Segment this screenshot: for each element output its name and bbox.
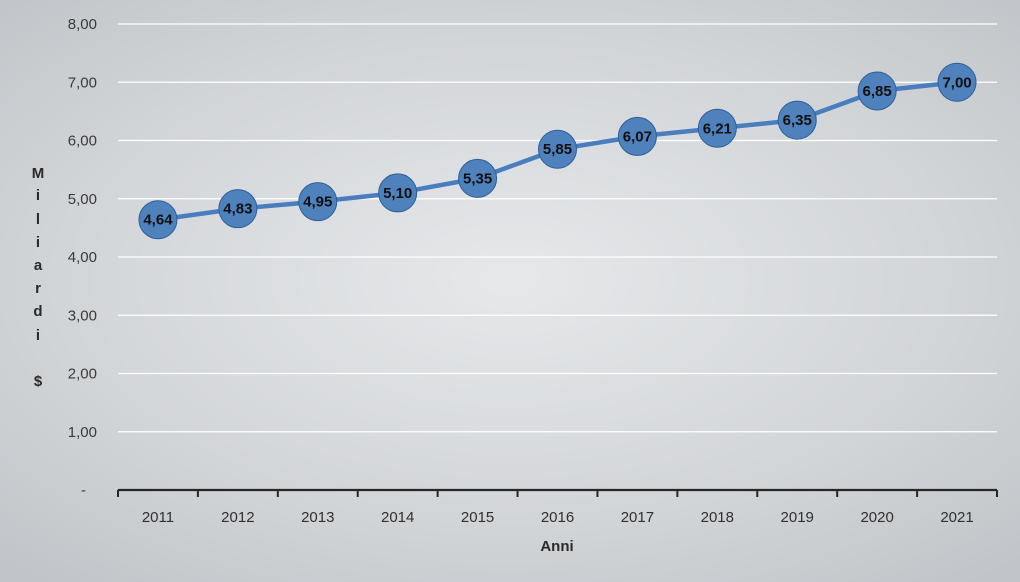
y-axis-title-char: r: [35, 280, 41, 297]
y-axis-title-char: d: [33, 303, 42, 320]
data-point: [538, 129, 577, 169]
x-tick-label: 2016: [541, 509, 574, 526]
data-labels: 4,64 4,83 4,95 5,10 5,35 5,85 6,07 6,21 6,35 6,85…: [143, 74, 971, 228]
y-axis-title-char: $: [34, 373, 43, 390]
x-tick-label: 2020: [860, 509, 893, 526]
y-axis-title-char: l: [36, 211, 40, 228]
x-tick-label: 2014: [381, 509, 414, 526]
y-tick-label: 3,00: [68, 307, 97, 324]
y-axis-title-char: i: [36, 327, 40, 344]
data-point: [857, 71, 897, 111]
x-tick-label: 2018: [701, 509, 734, 526]
data-label: 5,85: [543, 141, 572, 158]
data-point: [937, 62, 977, 102]
data-point: [458, 158, 498, 198]
x-tick-label: 2013: [301, 509, 334, 526]
x-tick-label: 2021: [940, 509, 973, 526]
data-label: 4,64: [143, 212, 173, 229]
y-tick-label: 7,00: [68, 74, 97, 91]
y-axis-title-char: i: [36, 187, 40, 204]
y-axis-ticks: - 1,00 2,00 3,00 4,00 5,00 6,00 7,00 8,00: [68, 16, 97, 499]
x-tick-label: 2017: [621, 509, 654, 526]
x-tick-label: 2011: [142, 509, 174, 526]
x-tick-label: 2012: [221, 509, 254, 526]
y-axis-title-char: M: [32, 165, 45, 182]
data-label: 6,21: [703, 120, 732, 137]
data-label: 7,00: [942, 74, 971, 91]
data-point: [138, 200, 178, 240]
y-axis-title-char: i: [36, 234, 40, 251]
data-label: 4,83: [223, 201, 252, 218]
data-point: [298, 182, 338, 222]
data-point: [777, 100, 817, 140]
x-tick-label: 2015: [461, 509, 494, 526]
y-tick-label: 1,00: [68, 424, 97, 441]
y-tick-label: 8,00: [68, 16, 97, 33]
data-point: [378, 173, 418, 213]
y-tick-label: 4,00: [68, 249, 97, 266]
data-label: 6,85: [863, 83, 892, 100]
data-point: [617, 116, 657, 156]
y-tick-label: 5,00: [68, 191, 97, 208]
y-tick-label: -: [81, 482, 86, 499]
data-markers: [138, 62, 977, 240]
x-axis: 2011 2012 2013 2014 2015 2016 2017 2018 2019 2020…: [117, 488, 998, 526]
data-label: 6,35: [783, 112, 812, 129]
data-label: 6,07: [623, 128, 652, 145]
data-point: [218, 189, 258, 229]
y-axis-title-char: a: [34, 257, 43, 274]
data-label: 5,10: [383, 185, 412, 202]
data-label: 5,35: [463, 170, 492, 187]
data-label: 4,95: [303, 194, 332, 211]
y-tick-label: 2,00: [68, 366, 97, 383]
data-point: [697, 108, 737, 148]
y-tick-label: 6,00: [68, 133, 97, 150]
x-tick-label: 2019: [781, 509, 814, 526]
x-axis-title: Anni: [540, 538, 573, 555]
